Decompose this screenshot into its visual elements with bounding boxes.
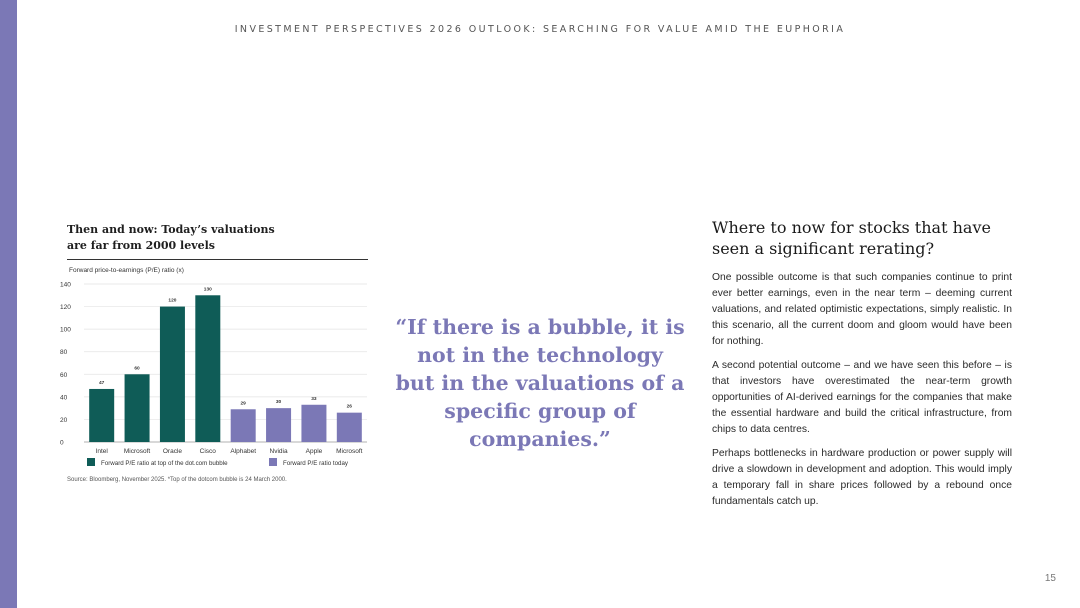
legend-label: Forward P/E ratio today [283, 460, 349, 467]
side-accent-bar [0, 0, 17, 608]
y-tick-label: 80 [60, 349, 68, 356]
report-header: INVESTMENT PERSPECTIVES 2026 OUTLOOK: SE… [234, 24, 846, 35]
article: Where to now for stocks that have seen a… [712, 217, 1012, 518]
bar [159, 306, 185, 442]
x-tick-label: Microsoft [336, 448, 363, 455]
bar [124, 374, 150, 442]
chart-block: Then and now: Today’s valuations are far… [60, 222, 368, 483]
legend-label: Forward P/E ratio at top of the dot.com … [101, 460, 228, 467]
y-tick-label: 140 [60, 282, 71, 289]
bar-value-label: 120 [168, 298, 176, 304]
article-paragraph-2: A second potential outcome – and we have… [712, 360, 1012, 435]
chart-title-line-1: Then and now: Today’s valuations [67, 223, 275, 236]
chart-title-line-2: are far from 2000 levels [67, 239, 215, 252]
page-number: 15 [1044, 573, 1056, 584]
bar [89, 388, 115, 442]
chart-y-axis-label: Forward price-to-earnings (P/E) ratio (x… [69, 267, 184, 274]
x-tick-label: Oracle [163, 448, 183, 455]
bar-value-label: 30 [276, 399, 282, 405]
y-tick-label: 20 [60, 417, 68, 424]
x-tick-label: Microsoft [124, 448, 151, 455]
bar [336, 412, 362, 442]
chart-title-rule [67, 259, 368, 260]
bar [230, 409, 256, 442]
chart-source-note: Source: Bloomberg, November 2025. *Top o… [67, 477, 287, 483]
x-tick-label: Nvidia [270, 448, 288, 455]
pull-quote: “If there is a bubble, it is not in the … [395, 315, 685, 451]
bar-value-label: 29 [241, 400, 247, 406]
y-tick-label: 60 [60, 372, 68, 379]
x-tick-label: Intel [96, 448, 109, 455]
bar-value-label: 33 [311, 396, 317, 402]
legend-swatch [269, 458, 277, 466]
bar [195, 295, 221, 442]
article-paragraph-3: Perhaps bottlenecks in hardware producti… [712, 448, 1012, 507]
y-tick-label: 120 [60, 304, 71, 311]
bar [266, 408, 292, 442]
y-tick-label: 0 [60, 440, 64, 447]
x-tick-label: Apple [306, 448, 323, 455]
bar-value-label: 130 [204, 286, 212, 292]
article-title: Where to now for stocks that have seen a… [712, 218, 991, 258]
chart-title: Then and now: Today’s valuations are far… [67, 222, 368, 254]
x-tick-label: Cisco [200, 448, 217, 455]
x-tick-label: Alphabet [230, 448, 256, 455]
bar-value-label: 26 [347, 404, 353, 410]
bar-value-label: 47 [99, 380, 105, 386]
bar-value-label: 60 [134, 365, 140, 371]
y-tick-label: 100 [60, 327, 71, 334]
bar [301, 404, 327, 442]
article-paragraph-1: One possible outcome is that such compan… [712, 272, 1012, 347]
bar-chart: 0 20 40 60 80 100 120 140 47 Intel 60 Microsoft 120 O… [60, 282, 367, 467]
y-tick-label: 40 [60, 394, 68, 401]
legend-swatch [87, 458, 95, 466]
